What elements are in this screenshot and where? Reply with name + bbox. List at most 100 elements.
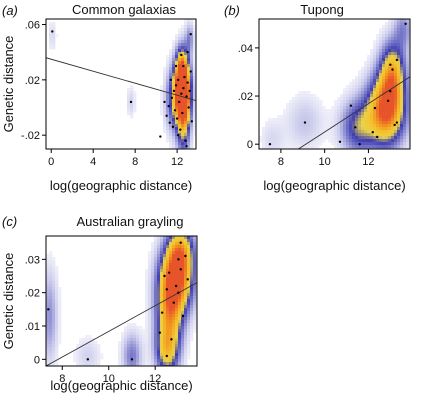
density-cell bbox=[265, 124, 269, 128]
density-cell bbox=[292, 127, 296, 131]
density-cell bbox=[169, 299, 173, 303]
density-cell bbox=[49, 31, 53, 35]
density-cell bbox=[373, 40, 377, 44]
density-cell bbox=[148, 278, 152, 282]
density-cell bbox=[346, 127, 350, 131]
density-cell bbox=[340, 103, 344, 107]
density-cell bbox=[178, 296, 182, 300]
density-cell bbox=[175, 293, 179, 297]
density-cell bbox=[169, 136, 173, 140]
density-cell bbox=[175, 245, 179, 249]
density-cell bbox=[160, 100, 164, 104]
density-cell bbox=[328, 121, 332, 125]
density-cell bbox=[178, 326, 182, 330]
density-cell bbox=[130, 106, 134, 110]
density-cell bbox=[310, 142, 314, 146]
density-cell bbox=[127, 344, 131, 348]
y-tick-label: .04 bbox=[238, 43, 253, 55]
density-cell bbox=[46, 281, 50, 285]
density-cell bbox=[388, 22, 392, 26]
density-cell bbox=[319, 100, 323, 104]
density-cell bbox=[346, 139, 350, 143]
density-cell bbox=[292, 97, 296, 101]
density-cell bbox=[46, 254, 50, 258]
density-cell bbox=[46, 296, 50, 300]
density-cell bbox=[334, 100, 338, 104]
density-cell bbox=[280, 130, 284, 134]
density-cell bbox=[145, 320, 149, 324]
density-cell bbox=[175, 46, 179, 50]
density-cell bbox=[154, 284, 158, 288]
data-point bbox=[169, 78, 173, 82]
data-point bbox=[47, 308, 50, 311]
density-cell bbox=[169, 52, 173, 56]
density-cell bbox=[154, 242, 158, 246]
density-cell bbox=[382, 145, 386, 149]
density-cell bbox=[166, 245, 170, 249]
density-cell bbox=[124, 338, 128, 342]
density-cell bbox=[172, 350, 176, 354]
density-cell bbox=[400, 127, 404, 131]
density-cell bbox=[316, 136, 320, 140]
density-cell bbox=[172, 40, 176, 44]
density-cell bbox=[148, 299, 152, 303]
density-cell bbox=[49, 251, 53, 255]
density-cell bbox=[280, 136, 284, 140]
density-cell bbox=[184, 136, 188, 140]
density-cell bbox=[145, 344, 149, 348]
density-cell bbox=[154, 344, 158, 348]
density-cell bbox=[79, 362, 83, 366]
density-cell bbox=[133, 103, 137, 107]
density-cell bbox=[172, 130, 176, 134]
density-cell bbox=[343, 142, 347, 146]
density-cell bbox=[331, 109, 335, 113]
density-cell bbox=[313, 106, 317, 110]
density-cell bbox=[184, 359, 188, 363]
density-cell bbox=[172, 314, 176, 318]
density-cell bbox=[400, 49, 404, 53]
density-cell bbox=[397, 100, 401, 104]
density-cell bbox=[52, 34, 56, 38]
density-cell bbox=[181, 133, 185, 137]
density-cell bbox=[58, 317, 62, 321]
density-cell bbox=[184, 133, 188, 137]
density-cell bbox=[151, 323, 155, 327]
density-cell bbox=[364, 76, 368, 80]
density-cell bbox=[76, 344, 80, 348]
density-cell bbox=[376, 118, 380, 122]
density-cell bbox=[151, 287, 155, 291]
density-cell bbox=[316, 100, 320, 104]
density-cell bbox=[355, 124, 359, 128]
density-cell bbox=[190, 335, 194, 339]
density-cell bbox=[190, 326, 194, 330]
density-cell bbox=[286, 118, 290, 122]
density-cell bbox=[361, 85, 365, 89]
density-cell bbox=[388, 100, 392, 104]
data-point bbox=[163, 100, 166, 104]
density-cell bbox=[127, 335, 131, 339]
density-cell bbox=[184, 293, 188, 297]
density-cell bbox=[376, 43, 380, 47]
density-cell bbox=[379, 46, 383, 50]
density-cell bbox=[391, 52, 395, 56]
density-cell bbox=[400, 136, 404, 140]
density-cell bbox=[88, 362, 92, 366]
density-cell bbox=[391, 43, 395, 47]
density-cell bbox=[367, 115, 371, 119]
density-cell bbox=[136, 329, 140, 333]
density-cell bbox=[391, 112, 395, 116]
density-cell bbox=[187, 245, 191, 249]
density-cell bbox=[343, 109, 347, 113]
density-cell bbox=[172, 332, 176, 336]
density-cell bbox=[49, 257, 53, 261]
density-cell bbox=[352, 136, 356, 140]
density-cell bbox=[382, 64, 386, 68]
density-cell bbox=[394, 28, 398, 32]
density-cell bbox=[58, 305, 62, 309]
density-cell bbox=[82, 347, 86, 351]
density-cell bbox=[160, 308, 164, 312]
density-cell bbox=[343, 94, 347, 98]
density-cell bbox=[175, 278, 179, 282]
density-cell bbox=[178, 79, 182, 83]
density-cell bbox=[394, 64, 398, 68]
